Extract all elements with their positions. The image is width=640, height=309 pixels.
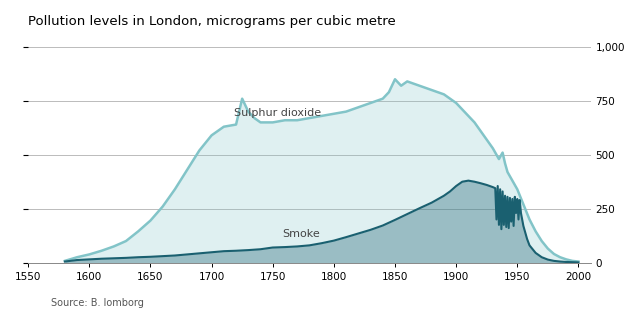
Text: Smoke: Smoke — [282, 229, 320, 239]
Text: Pollution levels in London, micrograms per cubic metre: Pollution levels in London, micrograms p… — [28, 15, 396, 28]
Text: Sulphur dioxide: Sulphur dioxide — [234, 108, 321, 118]
Text: Source: B. lomborg: Source: B. lomborg — [51, 298, 144, 308]
